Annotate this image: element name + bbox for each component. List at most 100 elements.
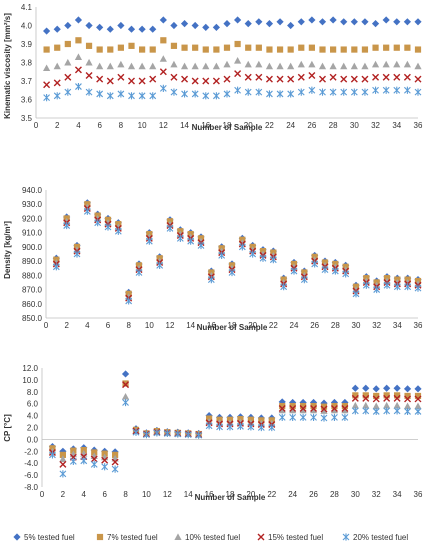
density-data-point <box>156 261 164 269</box>
viscosity-data-point <box>74 16 83 24</box>
cp-data-point <box>205 422 213 430</box>
cp-y-tick-label: 10.0 <box>22 376 38 385</box>
viscosity-data-point <box>85 88 93 96</box>
cp-data-point <box>153 429 161 437</box>
legend-marker-diamond <box>13 533 21 541</box>
density-data-point <box>311 260 319 268</box>
viscosity-data-point <box>128 77 135 85</box>
viscosity-x-tick-label: 36 <box>414 121 423 130</box>
viscosity-data-point <box>43 27 51 35</box>
viscosity-data-point <box>96 90 104 98</box>
viscosity-data-point <box>255 88 263 96</box>
cp-x-tick-label: 24 <box>288 490 297 499</box>
density-data-point <box>104 219 112 226</box>
viscosity-data-point <box>96 23 104 31</box>
density-x-tick-label: 14 <box>186 321 195 330</box>
legend-marker-square <box>96 533 104 541</box>
viscosity-data-point <box>223 90 231 98</box>
viscosity-x-tick-label: 26 <box>307 121 316 130</box>
viscosity-data-point <box>234 40 241 48</box>
cp-data-point <box>331 402 338 410</box>
viscosity-data-point <box>117 60 125 68</box>
cp-x-tick-label: 32 <box>372 490 381 499</box>
density-data-point <box>280 283 288 291</box>
viscosity-data-point <box>255 73 263 81</box>
density-data-point <box>187 237 195 245</box>
density-data-point <box>238 243 246 251</box>
viscosity-x-tick-label: 22 <box>265 121 274 130</box>
density-data-point <box>352 290 360 298</box>
cp-data-point <box>383 401 391 409</box>
cp-x-tick-label: 28 <box>330 490 339 499</box>
density-data-point <box>321 266 329 274</box>
viscosity-data-point <box>265 20 274 28</box>
viscosity-data-point <box>371 60 380 68</box>
viscosity-data-point <box>85 58 93 66</box>
viscosity-series-4 <box>43 66 422 89</box>
viscosity-data-point <box>318 18 327 26</box>
cp-data-point <box>59 451 66 458</box>
viscosity-data-point <box>361 62 369 70</box>
viscosity-data-point <box>382 60 390 68</box>
viscosity-data-point <box>276 46 284 53</box>
density-data-point <box>125 293 133 300</box>
density-data-point <box>135 268 143 277</box>
viscosity-data-point <box>43 94 51 102</box>
cp-data-point <box>101 463 109 471</box>
cp-data-point <box>257 419 265 427</box>
cp-data-point <box>279 402 286 410</box>
density-data-point <box>249 246 257 253</box>
density-data-point <box>373 285 381 294</box>
cp-data-point <box>215 419 224 426</box>
density-x-tick-label: 12 <box>166 321 175 330</box>
density-x-tick-label: 10 <box>145 321 154 330</box>
density-data-point <box>73 246 81 253</box>
viscosity-data-point <box>266 90 273 98</box>
density-x-tick-label: 22 <box>269 321 278 330</box>
legend-item: 7% tested fuel <box>96 533 158 542</box>
cp-data-point <box>351 394 359 402</box>
cp-data-point <box>393 394 401 402</box>
viscosity-data-point <box>191 21 199 30</box>
viscosity-y-tick-label: 3.7 <box>21 77 33 86</box>
viscosity-data-point <box>202 23 210 31</box>
viscosity-data-point <box>393 60 401 68</box>
density-data-point <box>331 263 339 270</box>
viscosity-data-point <box>382 86 390 94</box>
viscosity-data-point <box>64 58 72 66</box>
viscosity-y-tick-label: 3.9 <box>21 40 33 49</box>
cp-data-point <box>69 457 77 466</box>
cp-data-point <box>320 405 328 413</box>
cp-data-point <box>403 385 412 393</box>
legend-label: 5% tested fuel <box>24 533 75 542</box>
viscosity-data-point <box>308 44 315 51</box>
viscosity-data-point <box>414 75 422 83</box>
viscosity-data-point <box>128 42 135 49</box>
density-y-tick-label: 880.0 <box>22 271 43 280</box>
cp-data-point <box>237 422 244 430</box>
viscosity-data-point <box>287 21 295 30</box>
viscosity-x-tick-label: 32 <box>371 121 380 130</box>
cp-data-point <box>101 456 109 464</box>
density-x-tick-label: 36 <box>414 321 423 330</box>
viscosity-data-point <box>404 86 411 94</box>
viscosity-data-point <box>138 25 146 33</box>
viscosity-x-tick-label: 4 <box>76 121 81 130</box>
cp-data-point <box>59 470 67 478</box>
density-data-point <box>259 250 267 257</box>
viscosity-data-point <box>404 44 411 51</box>
density-data-point <box>94 219 102 227</box>
cp-data-point <box>372 402 380 410</box>
density-data-point <box>331 267 339 275</box>
cp-data-point <box>320 414 328 422</box>
viscosity-data-point <box>414 62 422 70</box>
viscosity-data-point <box>351 46 358 53</box>
viscosity-data-point <box>382 16 390 24</box>
density-data-point <box>135 264 143 272</box>
density-data-point <box>280 278 288 286</box>
density-data-point <box>228 264 236 272</box>
cp-data-point <box>351 384 359 392</box>
density-data-point <box>197 241 205 250</box>
viscosity-x-tick-label: 20 <box>244 121 253 130</box>
cp-data-point <box>289 406 297 414</box>
